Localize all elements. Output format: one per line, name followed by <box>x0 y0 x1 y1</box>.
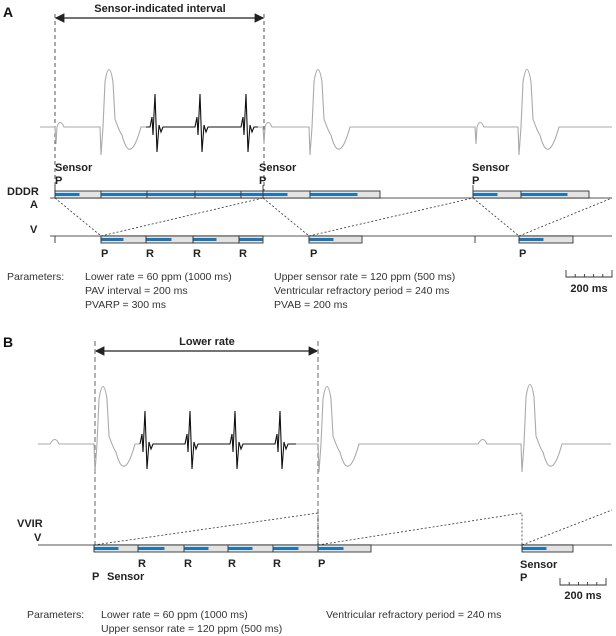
sensor-label: Sensor <box>472 162 510 174</box>
v-marker: P <box>101 248 108 260</box>
ventricular-refractory-fill <box>519 238 544 241</box>
v-marker: R <box>146 248 154 260</box>
a-marker: P <box>55 175 62 187</box>
panel-b: B Lower rate VVIR V R R R R P P Sensor S… <box>3 334 613 635</box>
parameter: PVAB = 200 ms <box>274 299 348 311</box>
v-marker: P <box>310 248 317 260</box>
parameter: Upper sensor rate = 120 ppm (500 ms) <box>101 623 282 635</box>
av-conduction-line <box>54 197 102 237</box>
ventricular-refractory-fill <box>146 238 172 241</box>
parameter: Ventricular refractory period = 240 ms <box>274 285 449 297</box>
ventricular-refractory-fill <box>273 547 299 550</box>
atrial-refractory-fill <box>55 193 80 196</box>
v-marker: R <box>228 558 236 570</box>
ecg-beat <box>296 383 611 473</box>
v-marker: P <box>520 572 527 584</box>
v-marker: R <box>239 248 247 260</box>
av-conduction-line <box>472 197 520 237</box>
scale-label: 200 ms <box>570 283 607 295</box>
timing-lines-a <box>50 185 613 244</box>
sensor-label: Sensor <box>55 162 93 174</box>
parameter: Lower rate = 60 ppm (1000 ms) <box>101 609 248 621</box>
v-marker: R <box>138 558 146 570</box>
v-marker: P <box>318 558 325 570</box>
atrial-refractory-fill <box>310 193 358 196</box>
atrial-refractory-fill <box>147 193 195 196</box>
panel-b-label: B <box>3 334 13 350</box>
scale-bracket <box>565 270 613 278</box>
v-marker: R <box>273 558 281 570</box>
parameter: Lower rate = 60 ppm (1000 ms) <box>85 271 232 283</box>
ecg-beat <box>40 68 146 156</box>
channel-a-label: A <box>30 199 38 211</box>
sensor-label: Sensor <box>520 559 558 571</box>
v-marker: P <box>519 248 526 260</box>
ventricular-refractory-fill <box>193 238 217 241</box>
a-marker: P <box>259 175 266 187</box>
v-marker: P <box>92 571 99 583</box>
ventricular-refractory-fill <box>309 238 334 241</box>
ventricular-refractory-fill <box>318 547 344 550</box>
scale-bracket <box>559 578 607 586</box>
scale-label: 200 ms <box>564 590 601 602</box>
ventricular-refractory-fill <box>228 547 253 550</box>
ventricular-refractory-fill <box>184 547 209 550</box>
av-conduction-line <box>262 197 310 237</box>
atrial-refractory-fill <box>195 193 241 196</box>
parameter: PVARP = 300 ms <box>85 299 166 311</box>
a-marker: P <box>472 175 479 187</box>
av-conduction-line <box>100 197 264 237</box>
av-conduction-line <box>308 197 474 237</box>
sensor-rate-ramp <box>93 509 613 546</box>
parameter: Ventricular refractory period = 240 ms <box>326 609 501 621</box>
v-marker: R <box>184 558 192 570</box>
ventricular-refractory-fill <box>138 547 165 550</box>
ventricular-refractory-fill <box>239 238 263 241</box>
atrial-refractory-fill <box>521 193 568 196</box>
ecg-beat <box>258 68 612 156</box>
ecg-beat <box>38 385 140 473</box>
atrial-refractory-fill <box>241 193 288 196</box>
channel-v-label: V <box>30 224 38 236</box>
scale-bar <box>565 270 613 278</box>
ecg-trace-a <box>40 68 612 156</box>
sensor-label: Sensor <box>107 571 145 583</box>
panel-a-label: A <box>3 4 13 20</box>
scale-bar <box>559 578 607 586</box>
parameter: Upper sensor rate = 120 ppm (500 ms) <box>274 271 455 283</box>
parameter: PAV interval = 200 ms <box>85 285 188 297</box>
channel-v-label: V <box>34 532 42 544</box>
ecg-trace-b <box>38 383 611 473</box>
parameters-label: Parameters: <box>7 271 64 283</box>
sensor-label: Sensor <box>259 162 297 174</box>
panel-a: A Sensor-indicated interval Sensor P Sen… <box>3 3 613 311</box>
pacing-spikes <box>146 93 258 153</box>
av-conduction-line <box>518 197 613 237</box>
interval-label: Sensor-indicated interval <box>94 3 225 15</box>
ventricular-refractory-fill <box>94 547 119 550</box>
ventricular-refractory-fill <box>101 238 124 241</box>
ventricular-refractory-fill <box>522 547 547 550</box>
mode-label: VVIR <box>17 518 43 530</box>
atrial-refractory-fill <box>101 193 147 196</box>
timing-lines-b <box>38 509 613 553</box>
pacing-spikes <box>139 410 296 470</box>
interval-label: Lower rate <box>179 336 235 348</box>
atrial-refractory-fill <box>473 193 498 196</box>
mode-label: DDDR <box>7 186 39 198</box>
v-marker: R <box>193 248 201 260</box>
parameters-label: Parameters: <box>27 609 84 621</box>
